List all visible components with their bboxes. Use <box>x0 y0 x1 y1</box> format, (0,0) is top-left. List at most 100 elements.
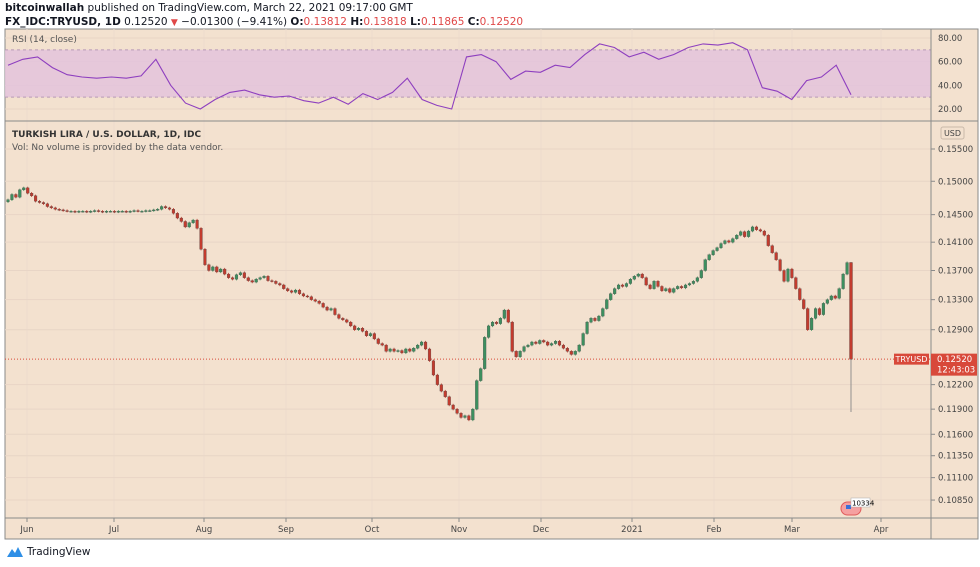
economic-event-badge[interactable]: 10334 <box>840 497 875 516</box>
candle <box>420 341 424 346</box>
candle <box>707 254 711 260</box>
candle <box>148 210 152 212</box>
candle <box>152 209 156 212</box>
rsi-tick: 20.00 <box>938 105 962 115</box>
candle <box>93 210 97 212</box>
candle <box>274 281 278 284</box>
candle <box>522 346 526 352</box>
candle <box>431 360 435 376</box>
rsi-tick: 60.00 <box>938 58 962 68</box>
candle <box>396 350 400 352</box>
candle <box>810 318 814 330</box>
price-pane-title: TURKISH LIRA / U.S. DOLLAR, 1D, IDC <box>12 130 201 140</box>
candle <box>518 351 522 357</box>
candle <box>530 341 534 346</box>
tradingview-logo[interactable]: TradingView <box>6 546 90 558</box>
candles <box>6 186 853 422</box>
candle <box>254 279 258 283</box>
author-name[interactable]: bitcoinwallah <box>5 2 85 14</box>
candle <box>294 289 298 293</box>
flag-canton <box>846 505 851 509</box>
candle <box>443 390 447 397</box>
candle <box>557 341 562 346</box>
candle <box>695 277 699 282</box>
candle <box>337 314 341 319</box>
candle <box>183 221 187 228</box>
candle <box>786 268 790 282</box>
candle <box>372 333 376 340</box>
tradingview-logo-icon <box>7 547 23 557</box>
candle <box>703 259 707 271</box>
candle <box>526 344 530 347</box>
candle <box>353 325 357 330</box>
price-change: −0.01300 (−9.41%) <box>181 16 288 28</box>
candle <box>364 331 369 336</box>
candle <box>6 199 10 202</box>
candle <box>116 211 120 213</box>
candle <box>45 203 49 207</box>
candle <box>691 281 695 284</box>
symbol-legend: FX_IDC:TRYUSD, 1D 0.12520 ▼ −0.01300 (−9… <box>5 16 523 28</box>
rsi-axis[interactable]: 80.00 60.00 40.00 20.00 <box>938 34 962 115</box>
candle <box>652 281 656 289</box>
price-tick: 0.11600 <box>938 430 973 440</box>
candle <box>34 195 38 202</box>
candle <box>132 210 136 212</box>
price-tick: 0.12900 <box>938 326 973 336</box>
rsi-tick: 80.00 <box>938 34 962 44</box>
candle <box>680 286 684 289</box>
price-tick: 0.15000 <box>938 177 973 187</box>
time-tick: Oct <box>365 525 380 535</box>
candle <box>620 284 625 287</box>
candle <box>813 308 818 319</box>
candle <box>128 211 132 213</box>
candle <box>798 288 802 300</box>
candle <box>534 341 538 344</box>
publish-info: bitcoinwallah published on TradingView.c… <box>5 2 413 14</box>
last-price-labels: TRYUSD 0.12520 12:43:03 <box>894 353 977 376</box>
candle <box>739 231 743 236</box>
candle <box>427 348 432 361</box>
chart-background <box>4 28 979 540</box>
candle <box>628 279 632 284</box>
candle <box>368 333 372 336</box>
last-price-tag <box>931 353 977 376</box>
time-axis[interactable]: Jun Jul Aug Sep Oct Nov Dec 2021 Feb Mar Apr <box>19 518 889 535</box>
candle <box>164 206 168 209</box>
candle <box>561 344 565 349</box>
candle <box>719 243 723 248</box>
candle <box>400 350 404 354</box>
candle <box>333 308 337 315</box>
event-count-box <box>850 497 871 508</box>
symbol-name[interactable]: FX_IDC:TRYUSD, 1D <box>5 16 121 28</box>
candle <box>609 293 613 300</box>
currency-label: USD <box>944 129 961 138</box>
high-value: 0.13818 <box>363 16 407 28</box>
candle <box>309 296 313 300</box>
rsi-tick: 40.00 <box>938 81 962 91</box>
candle <box>581 333 585 346</box>
candle <box>329 308 333 311</box>
candle <box>77 211 81 213</box>
candle <box>282 284 286 289</box>
price-tick: 0.14100 <box>938 238 973 248</box>
candle <box>573 351 577 355</box>
candle <box>341 318 345 321</box>
candle <box>770 245 774 253</box>
candle <box>455 408 459 414</box>
time-tick: 2021 <box>621 525 643 535</box>
candle <box>246 277 250 281</box>
currency-badge <box>940 126 965 140</box>
candle <box>250 280 254 283</box>
candle <box>656 281 660 287</box>
candle <box>388 348 392 352</box>
price-axis[interactable]: 0.15500 0.15000 0.14500 0.14100 0.13700 0.133… <box>931 145 973 506</box>
candle <box>664 288 668 291</box>
candle <box>660 286 664 291</box>
time-tick: Sep <box>278 525 294 535</box>
candle <box>648 284 652 289</box>
candle <box>179 217 183 222</box>
candle <box>585 321 589 334</box>
symbol-price-tag <box>894 353 929 365</box>
